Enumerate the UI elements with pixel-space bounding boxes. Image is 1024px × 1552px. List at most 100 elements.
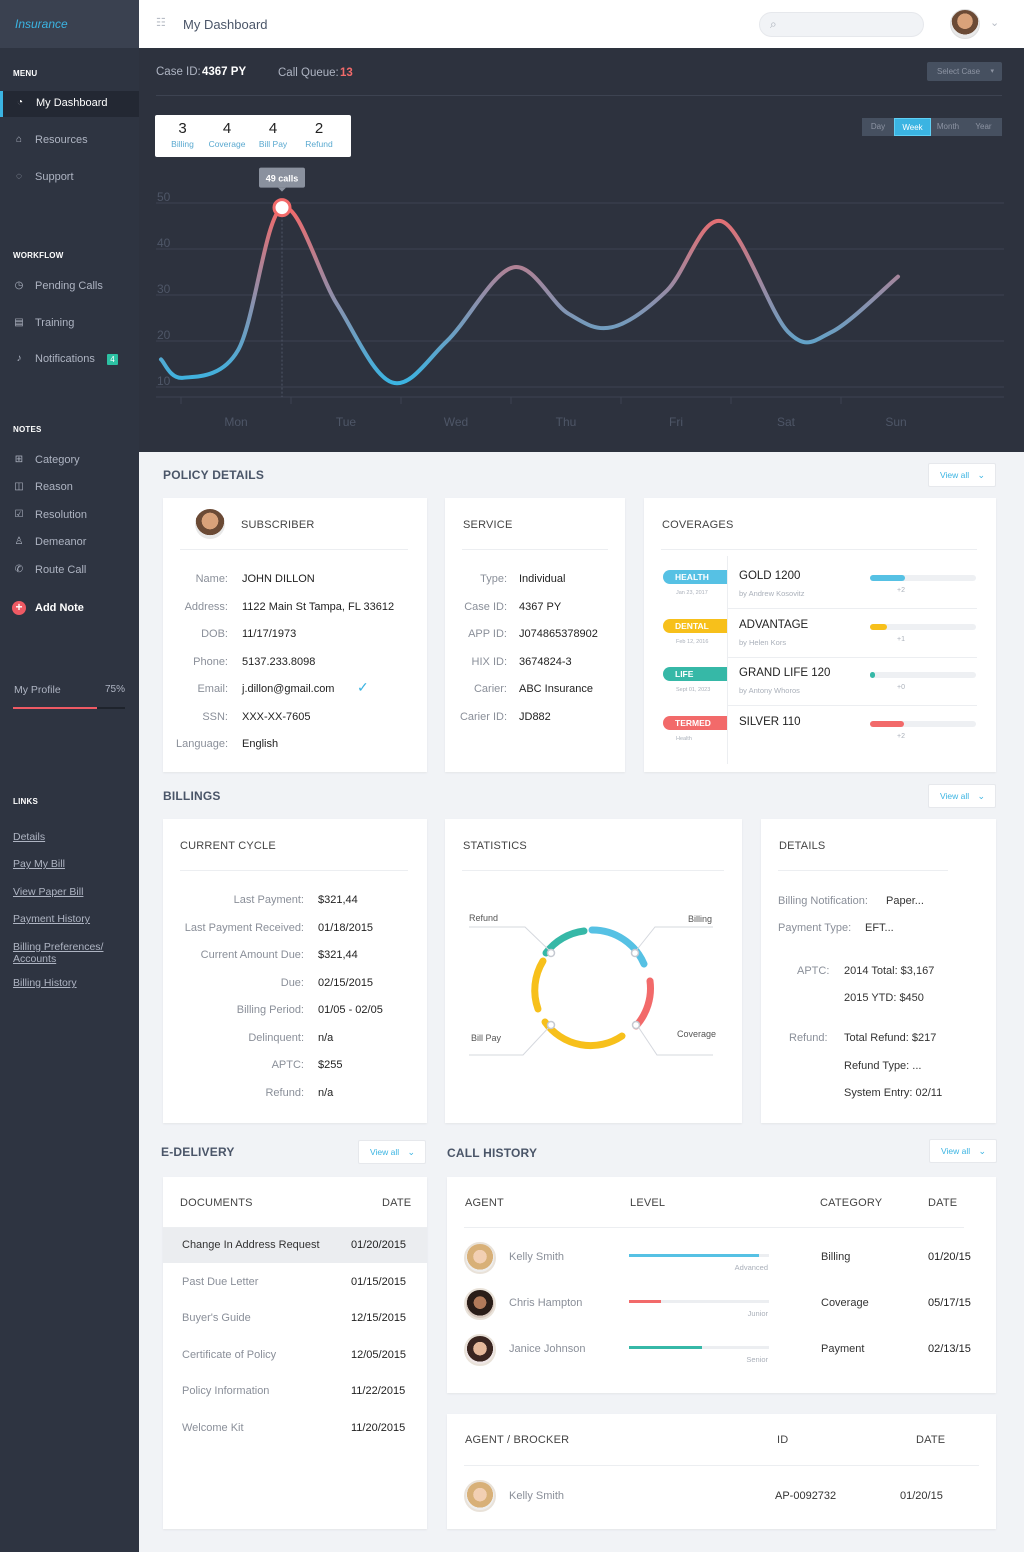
statistics-donut-chart <box>469 926 713 1056</box>
sidebar-item-resolution[interactable]: ☑ Resolution <box>0 503 139 529</box>
date-column-header: DATE <box>382 1197 412 1209</box>
link-billing-preferences[interactable]: Billing Preferences/ Accounts <box>13 941 104 965</box>
caret-down-icon: ▾ <box>990 68 994 75</box>
broker-agent-name[interactable]: Kelly Smith <box>509 1490 565 1502</box>
notes-section-title: NOTES <box>13 425 42 434</box>
link-details[interactable]: Details <box>13 831 46 843</box>
x-tick-label: Fri <box>669 415 683 429</box>
details-title: DETAILS <box>779 840 826 852</box>
call-history-view-all-button[interactable]: View all ⌄ <box>929 1139 997 1163</box>
coverage-row[interactable]: DENTAL Feb 12, 2016 ADVANTAGE by Helen Kors… <box>644 617 996 661</box>
current-cycle-card: CURRENT CYCLE Last Payment: $321,44 Last P… <box>163 819 427 1123</box>
document-row[interactable]: Past Due Letter 01/15/2015 <box>163 1265 427 1300</box>
x-tick-label: Wed <box>444 415 468 429</box>
verified-check-icon: ✓ <box>357 679 369 695</box>
dashboard-icon: ◔ <box>16 97 24 108</box>
field-value: n/a <box>318 1086 334 1099</box>
call-history-row[interactable]: Chris Hampton Junior Coverage 05/17/15 <box>447 1287 996 1321</box>
document-name: Past Due Letter <box>182 1275 259 1288</box>
sidebar-item-reason[interactable]: ◫ Reason <box>0 475 139 501</box>
coverage-row[interactable]: HEALTH Jan 23, 2017 GOLD 1200 by Andrew Kos… <box>644 568 996 612</box>
coverage-date: Sept 01, 2023 <box>676 687 711 693</box>
coverage-date: Jan 23, 2017 <box>676 590 708 596</box>
field-value: 5137.233.8098 <box>242 655 316 668</box>
add-note-button[interactable]: + Add Note <box>0 596 139 622</box>
link-pay-my-bill[interactable]: Pay My Bill <box>13 858 65 870</box>
coverage-row[interactable]: TERMED Health SILVER 110 +2 <box>644 714 996 758</box>
chevron-down-icon: ⌄ <box>978 1146 986 1156</box>
document-row[interactable]: Change In Address Request 01/20/2015 <box>163 1228 427 1263</box>
chevron-down-icon: ⌄ <box>977 791 985 801</box>
call-history-row[interactable]: Kelly Smith Advanced Billing 01/20/15 <box>447 1241 996 1275</box>
document-row[interactable]: Buyer's Guide 12/15/2015 <box>163 1301 427 1336</box>
call-history-card: AGENT LEVEL CATEGORY DATE Kelly Smith Adv… <box>447 1177 996 1393</box>
field-label: Refund: <box>265 1086 304 1099</box>
call-date: 01/20/15 <box>928 1251 971 1263</box>
y-tick-label: 50 <box>157 190 171 204</box>
sidebar-item-training[interactable]: ▤ Training <box>0 311 139 337</box>
range-day-button[interactable]: Day <box>862 118 894 136</box>
chevron-down-icon[interactable]: ⌄ <box>990 17 1000 29</box>
coverage-row[interactable]: LIFE Sept 01, 2023 GRAND LIFE 120 by Antony… <box>644 665 996 709</box>
sidebar-item-pending-calls[interactable]: ◷ Pending Calls <box>0 274 139 300</box>
field-label: Due: <box>280 976 304 989</box>
divider <box>180 549 408 550</box>
billing-notification-label: Billing Notification: <box>778 895 868 907</box>
stat-refund: 2 Refund <box>305 120 333 149</box>
call-category: Billing <box>821 1251 851 1263</box>
agent-level-label: Junior <box>747 1309 768 1318</box>
field-label: Last Payment Received: <box>184 921 304 934</box>
my-profile-label[interactable]: My Profile <box>14 684 61 696</box>
policy-view-all-button[interactable]: View all ⌄ <box>928 463 996 487</box>
link-payment-history[interactable]: Payment History <box>13 913 91 925</box>
check-square-icon: ☑ <box>14 509 24 520</box>
range-week-button[interactable]: Week <box>894 118 931 136</box>
field-label: Case ID: <box>464 600 507 613</box>
sidebar-item-demeanor[interactable]: ♙ Demeanor <box>0 530 139 556</box>
e-delivery-view-all-button[interactable]: View all ⌄ <box>358 1140 426 1164</box>
book-icon: ▤ <box>14 317 24 328</box>
sidebar-item-resources[interactable]: ⌂ Resources <box>0 128 139 154</box>
e-delivery-card: DOCUMENTS DATE Change In Address Request… <box>163 1177 427 1529</box>
coverage-type-tag: DENTAL <box>663 618 727 633</box>
sidebar-item-notifications[interactable]: ♪ Notifications 4 <box>0 347 139 373</box>
link-view-paper-bill[interactable]: View Paper Bill <box>13 886 84 898</box>
call-history-row[interactable]: Janice Johnson Senior Payment 02/13/15 <box>447 1333 996 1367</box>
divider <box>464 1227 964 1228</box>
document-row[interactable]: Welcome Kit 11/20/2015 <box>163 1411 427 1446</box>
brand-logo[interactable]: Insurance <box>0 0 139 48</box>
menu-section-title: MENU <box>13 69 38 78</box>
divider <box>727 656 977 658</box>
agent-name: Kelly Smith <box>509 1251 565 1263</box>
subscriber-title: SUBSCRIBER <box>241 519 315 531</box>
payment-type-label: Payment Type: <box>778 922 852 934</box>
range-year-button[interactable]: Year <box>965 118 1002 136</box>
sidebar-item-my-dashboard[interactable]: ◔ My Dashboard <box>0 91 139 117</box>
subscriber-avatar <box>195 509 225 539</box>
sidebar-item-category[interactable]: ⊞ Category <box>0 448 139 474</box>
workflow-section-title: WORKFLOW <box>13 251 64 260</box>
divider <box>462 870 724 871</box>
list-icon[interactable]: ☷ <box>156 17 166 29</box>
range-month-button[interactable]: Month <box>931 118 965 136</box>
billings-view-all-button[interactable]: View all ⌄ <box>928 784 996 808</box>
refund-total: Total Refund: $217 <box>844 1032 937 1044</box>
link-billing-history[interactable]: Billing History <box>13 977 77 989</box>
search-input[interactable]: ⌕ <box>759 12 924 37</box>
document-row[interactable]: Policy Information 11/22/2015 <box>163 1374 427 1409</box>
clock-icon: ◷ <box>14 280 24 291</box>
bank-icon: ⌂ <box>15 134 23 145</box>
sidebar-item-route-call[interactable]: ✆ Route Call <box>0 558 139 584</box>
refund-label: Refund: <box>789 1032 828 1044</box>
document-row[interactable]: Certificate of Policy 12/05/2015 <box>163 1338 427 1373</box>
coverage-delta: +2 <box>897 587 905 594</box>
policy-details-title: POLICY DETAILS <box>163 468 265 482</box>
coverage-column-divider <box>727 556 728 764</box>
field-label: Current Amount Due: <box>200 949 304 961</box>
user-avatar[interactable] <box>950 9 980 39</box>
field-value: 1122 Main St Tampa, FL 33612 <box>242 600 395 613</box>
stat-label-coverage: Coverage <box>677 1029 717 1039</box>
select-case-dropdown[interactable]: Select Case ▾ <box>927 62 1002 81</box>
select-case-label: Select Case <box>937 67 981 76</box>
sidebar-item-support[interactable]: ◌ Support <box>0 165 139 191</box>
